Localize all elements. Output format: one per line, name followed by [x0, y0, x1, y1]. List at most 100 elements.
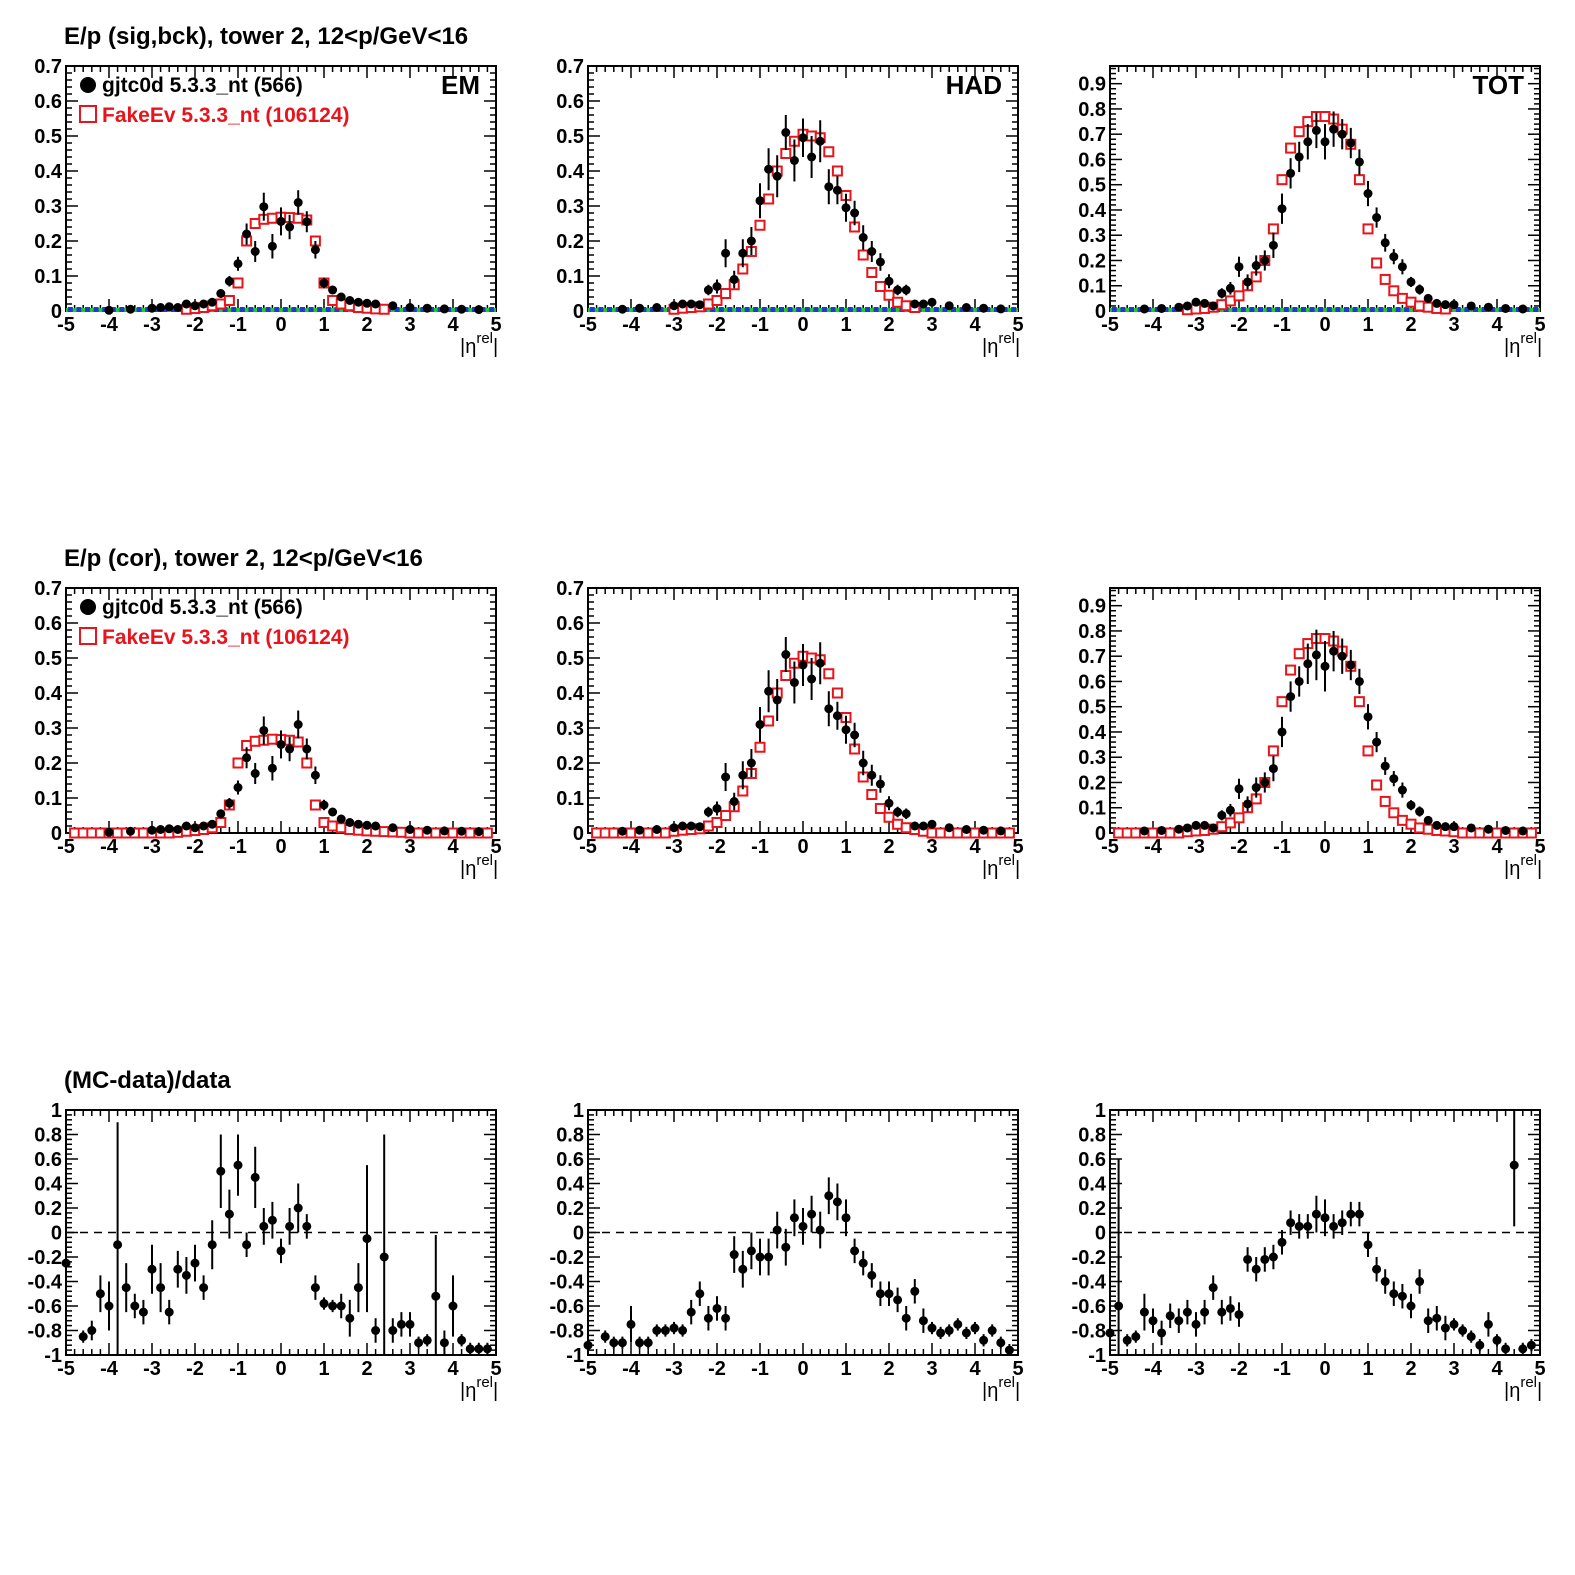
data-point — [807, 152, 817, 162]
data-point — [1440, 822, 1450, 832]
x-tick-label: -3 — [665, 314, 683, 336]
data-point — [1174, 824, 1184, 834]
background-point — [589, 307, 595, 312]
data-point — [1501, 825, 1511, 835]
mc-point — [763, 193, 775, 205]
x-tick-label: -1 — [229, 836, 247, 858]
mc-point — [1362, 745, 1374, 757]
data-point — [190, 301, 200, 311]
y-tick-label: 0.7 — [34, 578, 62, 600]
background-point — [598, 307, 604, 312]
background-point — [787, 307, 793, 312]
mc-point — [1353, 174, 1365, 186]
x-axis-label-end: | — [493, 1380, 498, 1402]
x-tick-label: 4 — [447, 314, 459, 336]
data-point — [164, 1307, 174, 1317]
data-point — [1208, 301, 1218, 311]
data-point — [345, 296, 355, 305]
x-tick-label: 1 — [318, 314, 329, 336]
data-point — [457, 1335, 467, 1345]
data-point — [173, 303, 183, 312]
data-point — [1277, 727, 1287, 737]
data-point — [1329, 646, 1339, 656]
data-point — [302, 1221, 312, 1231]
background-point — [171, 307, 176, 312]
x-tick-label: 3 — [926, 836, 937, 858]
x-axis-label: |ηrel| — [460, 330, 498, 358]
x-axis-label: |ηrel| — [982, 1374, 1020, 1402]
y-tick-label: 0.5 — [556, 126, 584, 148]
y-tick-label: -0.6 — [1072, 1296, 1106, 1318]
y-tick-label: 0.5 — [34, 126, 62, 148]
x-axis-label-end: | — [1015, 858, 1020, 880]
row-title-ratio: (MC-data)/data — [64, 1067, 231, 1094]
data-point — [858, 1258, 868, 1268]
y-tick-label: 0 — [573, 301, 584, 323]
x-tick-label: 4 — [447, 1358, 459, 1380]
data-point — [207, 297, 217, 307]
data-point — [600, 1332, 610, 1342]
mc-point — [711, 817, 723, 828]
data-point — [388, 1326, 398, 1335]
background-point — [1490, 307, 1496, 312]
background-point — [779, 307, 784, 312]
x-tick-label: 3 — [404, 836, 415, 858]
background-point — [1344, 307, 1349, 312]
data-point — [1208, 823, 1218, 833]
x-axis-label: |ηrel| — [460, 852, 498, 880]
x-tick-label: 5 — [490, 836, 501, 858]
background-point — [865, 307, 870, 312]
panel-tag-label: TOT — [1472, 70, 1524, 100]
x-tick-label: 2 — [361, 1358, 372, 1380]
data-point — [362, 1234, 372, 1244]
mc-point — [857, 249, 869, 261]
data-point — [302, 744, 312, 754]
y-tick-label: 0.1 — [34, 266, 62, 288]
x-tick-label: -1 — [751, 836, 769, 858]
data-point — [841, 203, 851, 213]
x-tick-label: -1 — [229, 314, 247, 336]
data-point — [216, 289, 226, 298]
y-tick-label: 0.5 — [1078, 175, 1106, 197]
data-point — [250, 247, 260, 256]
mc-point — [831, 165, 843, 177]
data-point — [1191, 297, 1201, 307]
chart-panel-0-0: -5 -4 -3 -2 -1 0 1 2 3 4 5|ηrel| 0 0.1 0.2 0.3 0.4 0.5 0.… — [34, 56, 501, 358]
x-tick-label: -1 — [229, 1358, 247, 1380]
data-point — [1380, 238, 1390, 248]
x-tick-label: -2 — [1230, 836, 1248, 858]
data-point — [875, 257, 885, 267]
background-point — [1326, 307, 1332, 312]
x-axis-label-sup: rel — [476, 1374, 493, 1391]
data-point — [267, 241, 277, 251]
data-point — [884, 1289, 894, 1299]
data-point — [1432, 298, 1442, 308]
data-point — [996, 304, 1006, 314]
background-point — [300, 307, 305, 312]
data-point — [703, 1313, 713, 1323]
x-tick-label: -4 — [1144, 836, 1163, 858]
background-point — [736, 307, 741, 312]
data-point — [173, 1264, 183, 1274]
data-point — [482, 1344, 492, 1354]
background-point — [1369, 307, 1375, 312]
data-point — [1406, 800, 1416, 810]
data-point — [832, 1197, 842, 1207]
x-tick-label: -3 — [1187, 836, 1205, 858]
data-point — [927, 1323, 937, 1333]
background-point — [1292, 307, 1298, 312]
data-point — [901, 1313, 911, 1323]
background-point — [291, 307, 297, 312]
background-point — [1011, 307, 1017, 312]
data-point — [1346, 660, 1356, 670]
x-axis-label-sup: rel — [998, 1374, 1015, 1391]
data-point — [181, 1270, 191, 1280]
data-point — [1182, 1307, 1192, 1317]
data-point — [893, 285, 903, 295]
data-point — [1423, 293, 1433, 303]
data-point — [457, 304, 467, 314]
data-point — [824, 1191, 834, 1201]
x-tick-label: 5 — [1534, 1358, 1545, 1380]
data-point — [1182, 301, 1192, 311]
data-point — [1372, 737, 1382, 747]
